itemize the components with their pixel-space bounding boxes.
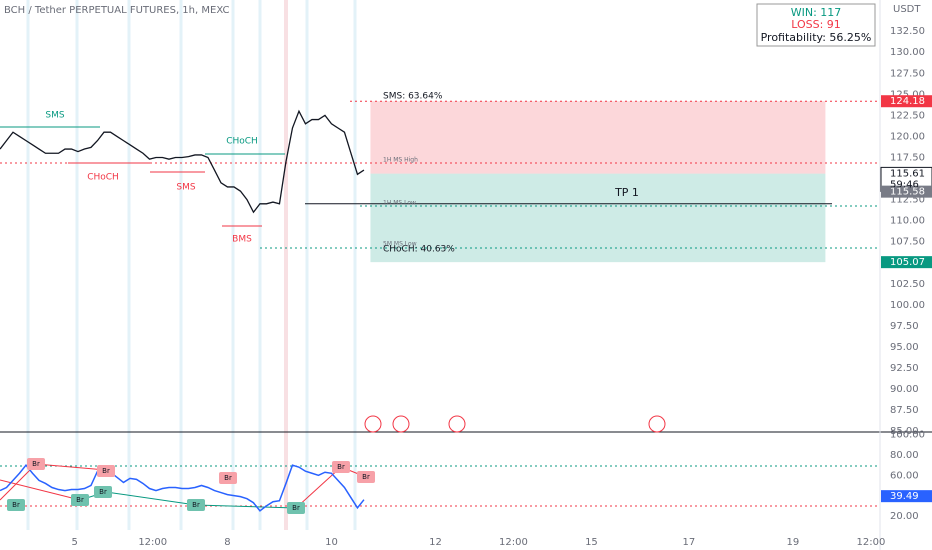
y-tick-label: 122.50 (890, 110, 925, 121)
loss: LOSS: 91 (791, 18, 841, 31)
y-tick-label: 130.00 (890, 47, 925, 58)
x-tick-label: 12 (429, 537, 442, 548)
target-zone (370, 173, 826, 263)
signal-badge (287, 502, 305, 514)
y-tick-label: 90.00 (890, 384, 919, 395)
signal-badge-label: Br (224, 474, 232, 482)
rsi-trend (0, 479, 81, 501)
rsi-line (0, 463, 365, 512)
signal-badge-label: Br (192, 501, 200, 509)
price-badge-label: 124.18 (890, 96, 925, 107)
annotation: BMS (232, 235, 252, 245)
tp-label: TP 1 (614, 186, 639, 199)
y-tick-label: 117.50 (890, 152, 925, 163)
signal-badge-label: Br (12, 501, 20, 509)
annotation: SMS: 63.64% (383, 92, 443, 102)
countdown: 59:46 (890, 179, 919, 190)
signal-badge-label: Br (292, 504, 300, 512)
x-tick-label: 19 (787, 537, 800, 548)
y-tick-label: 125.00 (890, 89, 925, 100)
signal-badge-label: Br (362, 473, 370, 481)
signal-badge (187, 499, 205, 511)
profitability: Profitability: 56.25% (761, 31, 872, 44)
price-badge-label: 115.61 (890, 168, 925, 179)
y-tick-label: 95.00 (890, 342, 919, 353)
signal-badge (94, 486, 112, 498)
rsi-tick-label: 20.00 (890, 511, 919, 522)
price-badge (881, 185, 932, 198)
y-tick-label: 97.50 (890, 321, 919, 332)
x-tick-label: 5 (72, 537, 78, 548)
price-badge (881, 95, 932, 108)
annotation: 5M MS Low (383, 241, 417, 248)
signal-badge (219, 472, 237, 484)
annotation: SMS (45, 111, 64, 121)
y-tick-label: 112.50 (890, 195, 925, 206)
annotation: 1H MS Low (383, 200, 416, 207)
y-tick-label: 100.00 (890, 300, 925, 311)
y-tick-label: 85.00 (890, 426, 919, 437)
x-tick-label: 17 (683, 537, 696, 548)
signal-badge (71, 494, 89, 506)
currency: USDT (893, 4, 921, 15)
signal-badge-label: Br (102, 467, 110, 475)
x-tick-label: 15 (585, 537, 598, 548)
rsi-trend (105, 491, 197, 506)
rsi-badge (881, 490, 932, 503)
y-tick-label: 87.50 (890, 405, 919, 416)
y-tick-label: 102.50 (890, 279, 925, 290)
rsi-trend (35, 463, 107, 471)
y-tick-label: 110.00 (890, 216, 925, 227)
signal-badge (97, 465, 115, 477)
price-badge-label: 105.07 (890, 257, 925, 268)
signal-badge-label: Br (76, 496, 84, 504)
price-badge-label: 115.58 (890, 187, 925, 198)
win: WIN: 117 (791, 6, 842, 19)
annotation: 1H MS High (383, 157, 418, 164)
signal-badge (332, 461, 350, 473)
stop-zone (370, 101, 826, 174)
x-tick-label: 8 (224, 537, 230, 548)
signal-badge (7, 499, 25, 511)
y-tick-label: 127.50 (890, 68, 925, 79)
signal-badge (357, 471, 375, 483)
x-tick-label: 10 (325, 537, 338, 548)
signal-badge-label: Br (32, 460, 40, 468)
event-icons (364, 415, 666, 433)
x-tick-label: 12:00 (856, 537, 885, 548)
price-badge (881, 256, 932, 269)
price-line (0, 109, 365, 214)
y-tick-label: 120.00 (890, 131, 925, 142)
rsi-trend (195, 504, 297, 509)
y-tick-label: 92.50 (890, 363, 919, 374)
annotation: CHoCH (87, 173, 119, 183)
rsi-tick-label: 60.00 (890, 470, 919, 481)
session-stripes (26, 0, 357, 530)
rsi-tick-label: 100.00 (890, 430, 925, 441)
annotation: SMS (176, 183, 195, 193)
signal-badge (27, 458, 45, 470)
y-tick-label: 132.50 (890, 26, 925, 37)
annotation: CHoCH (226, 137, 258, 147)
y-tick-label: 107.50 (890, 237, 925, 248)
signal-badge-label: Br (337, 463, 345, 471)
rsi-trend (295, 466, 342, 509)
stats-box (756, 3, 876, 47)
rsi-tick-label: 80.00 (890, 450, 919, 461)
chart-title: BCH / Tether PERPETUAL FUTURES, 1h, MEXC (4, 5, 229, 16)
x-tick-label: 12:00 (499, 537, 528, 548)
x-tick-label: 12:00 (138, 537, 167, 548)
annotation: CHoCH: 40.63% (383, 245, 455, 255)
rsi-badge-label: 39.49 (890, 491, 919, 502)
signal-badge-label: Br (99, 488, 107, 496)
